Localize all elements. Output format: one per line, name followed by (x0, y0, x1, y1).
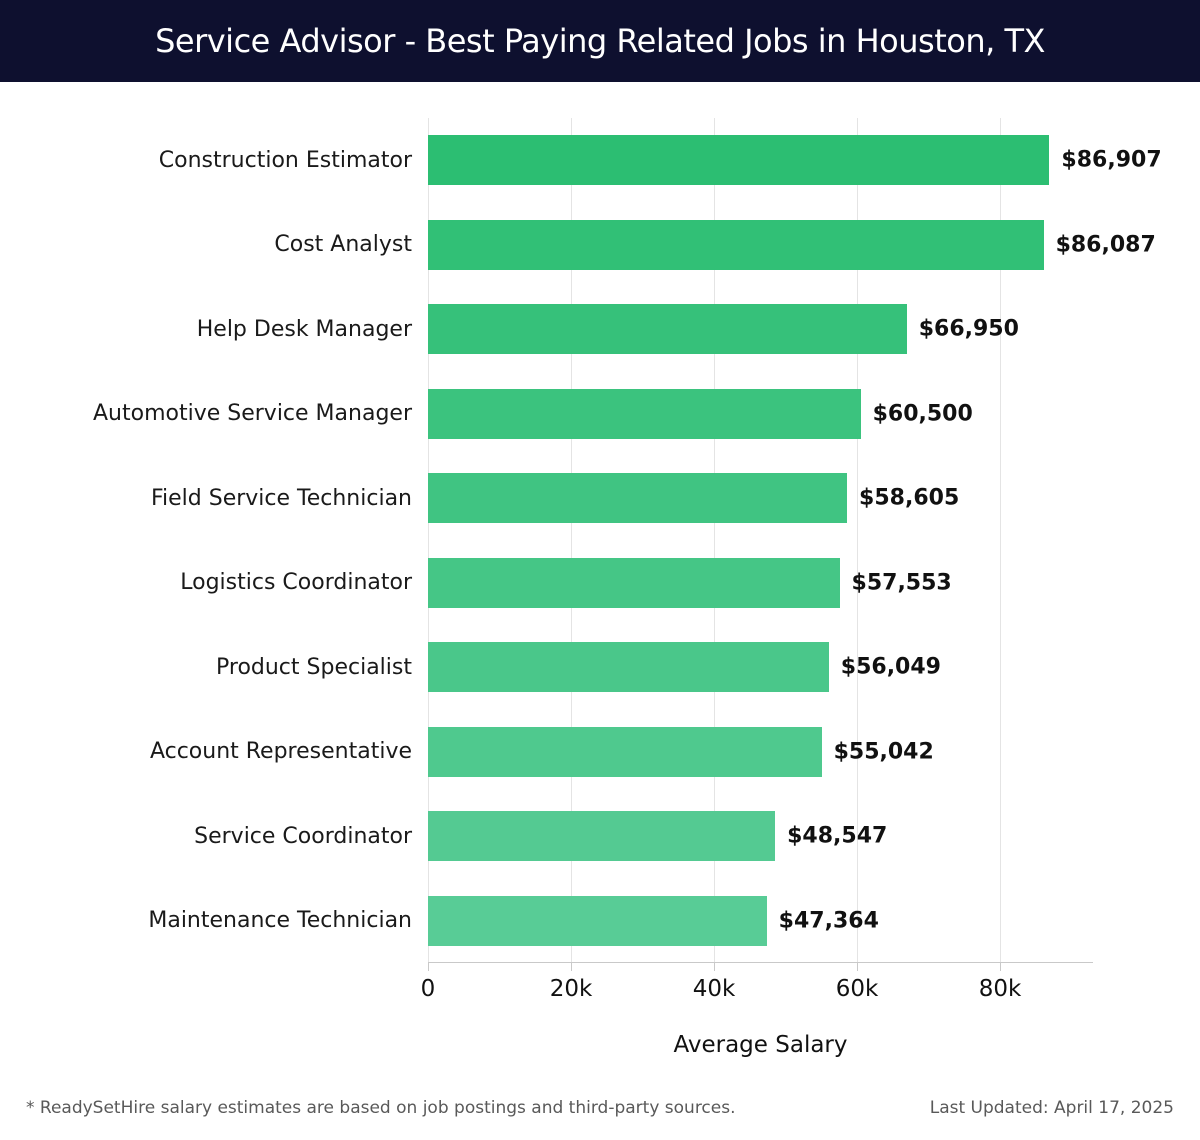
value-label: $47,364 (778, 908, 879, 934)
bar-track: $86,907 (428, 135, 1162, 186)
gridline (1000, 118, 1002, 962)
value-label: $58,605 (859, 485, 960, 511)
bar-track: $86,087 (428, 219, 1156, 270)
bar-track: $55,042 (428, 726, 1093, 777)
salary-bar (428, 388, 861, 439)
salary-bar (428, 726, 822, 777)
axis-tick (857, 963, 859, 971)
bar-row: Account Representative $55,042 (0, 710, 1200, 795)
salary-bar (428, 557, 840, 608)
x-tick-label: 0 (420, 976, 436, 1002)
bar-row: Service Coordinator $48,547 (0, 794, 1200, 879)
x-tick-label: 60k (835, 976, 879, 1002)
salary-bar (428, 811, 776, 862)
x-axis-ticks: 0 20k 40k 60k 80k (421, 976, 1093, 1006)
bar-track: $66,950 (428, 304, 1093, 355)
bar-row: Automotive Service Manager $60,500 (0, 372, 1200, 457)
category-label: Account Representative (149, 739, 412, 765)
category-label: Field Service Technician (150, 485, 412, 511)
x-tick-label: 40k (692, 976, 736, 1002)
value-label: $55,042 (833, 739, 934, 765)
bar-track: $58,605 (428, 473, 1093, 524)
salary-bar (428, 642, 829, 693)
category-label: Maintenance Technician (148, 908, 412, 934)
category-label: Service Coordinator (194, 823, 412, 849)
axis-tick (571, 963, 572, 971)
gridline (428, 118, 429, 962)
bar-track: $47,364 (428, 895, 1093, 946)
footer: * ReadySetHire salary estimates are base… (0, 1098, 1200, 1118)
bar-track: $48,547 (428, 811, 1093, 862)
bar-row: Field Service Technician $58,605 (0, 456, 1200, 541)
salary-bar (428, 135, 1050, 186)
page-title: Service Advisor - Best Paying Related Jo… (155, 22, 1045, 60)
value-label: $57,553 (851, 570, 952, 596)
axis-tick (428, 963, 429, 971)
salary-bar (428, 219, 1044, 270)
value-label: $66,950 (918, 316, 1019, 342)
bar-rows: Construction Estimator $86,907 Cost Analys… (0, 118, 1200, 963)
category-label: Logistics Coordinator (180, 570, 412, 596)
category-label: Automotive Service Manager (93, 401, 412, 427)
value-label: $60,500 (872, 401, 973, 427)
value-label: $86,087 (1055, 232, 1156, 258)
value-label: $48,547 (787, 823, 888, 849)
bar-row: Construction Estimator $86,907 (0, 118, 1200, 203)
x-axis-title: Average Salary (673, 1032, 848, 1058)
bar-track: $56,049 (428, 642, 1093, 693)
salary-bar (428, 895, 767, 946)
x-tick-label: 80k (978, 976, 1022, 1002)
bar-track: $60,500 (428, 388, 1093, 439)
title-bar: Service Advisor - Best Paying Related Jo… (0, 0, 1200, 82)
plot-area (428, 118, 1093, 971)
x-tick-label: 20k (549, 976, 593, 1002)
bar-row: Cost Analyst $86,087 (0, 203, 1200, 288)
category-label: Product Specialist (216, 654, 412, 680)
gridline (714, 118, 716, 962)
gridline (857, 118, 859, 962)
category-label: Construction Estimator (158, 147, 412, 173)
bar-row: Product Specialist $56,049 (0, 625, 1200, 710)
salary-bar (428, 473, 848, 524)
axis-tick (714, 963, 716, 971)
category-label: Help Desk Manager (196, 316, 412, 342)
footer-note: * ReadySetHire salary estimates are base… (26, 1098, 736, 1118)
footer-last-updated: Last Updated: April 17, 2025 (929, 1098, 1174, 1118)
bar-track: $57,553 (428, 557, 1093, 608)
value-label: $56,049 (840, 654, 941, 680)
bar-row: Maintenance Technician $47,364 (0, 879, 1200, 964)
axis-tick (1000, 963, 1002, 971)
bar-row: Help Desk Manager $66,950 (0, 287, 1200, 372)
bar-row: Logistics Coordinator $57,553 (0, 541, 1200, 626)
salary-bar (428, 304, 907, 355)
gridline (571, 118, 572, 962)
value-label: $86,907 (1061, 147, 1162, 173)
category-label: Cost Analyst (274, 232, 412, 258)
